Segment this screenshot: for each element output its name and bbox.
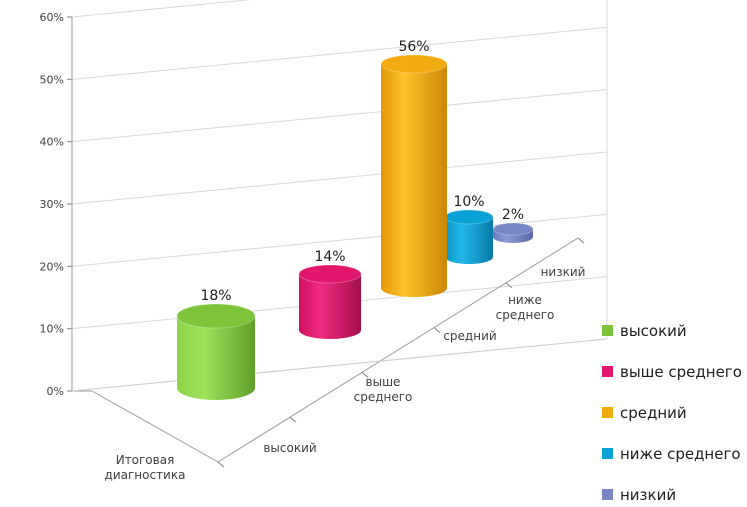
bar (380, 54, 448, 297)
y-tick-label: 50% (40, 73, 64, 86)
legend-label: выше среднего (620, 363, 742, 381)
category-label: ниже среднего (496, 293, 555, 322)
category-label-line: средний (443, 329, 496, 343)
bar (298, 264, 362, 339)
y-tick-label: 10% (40, 323, 64, 336)
bar (492, 222, 534, 243)
y-tick-label: 0% (47, 385, 64, 398)
legend-label: низкий (620, 486, 676, 504)
depth-tick-mark (433, 327, 441, 333)
group-label-line: Итоговая (116, 453, 175, 467)
category-label: средний (443, 329, 496, 343)
legend-item: ниже среднего (602, 445, 741, 463)
bar-top (444, 209, 494, 225)
data-label: 14% (314, 249, 345, 265)
legend-swatch (602, 407, 613, 418)
y-tick-label: 20% (40, 260, 64, 273)
depth-tick-mark (289, 416, 297, 423)
legend-swatch (602, 489, 613, 500)
bar (176, 303, 256, 400)
gridline (71, 89, 608, 143)
bar-body (299, 274, 361, 339)
bar (444, 209, 494, 264)
floor-front-edge (91, 390, 219, 463)
legend-label: ниже среднего (620, 445, 741, 463)
group-label: Итоговая диагностика (105, 453, 186, 482)
bar-body (381, 64, 447, 297)
depth-tick-mark (217, 461, 225, 468)
category-label: выше среднего (354, 375, 413, 404)
category-label-line: высокий (263, 441, 316, 455)
floor-right-edge (217, 237, 579, 463)
legend-item: выше среднего (602, 363, 742, 381)
depth-tick-mark (577, 237, 585, 244)
category-label-line: низкий (541, 265, 586, 279)
legend-swatch (602, 366, 613, 377)
gridline (71, 151, 608, 205)
y-tick-label: 40% (40, 136, 64, 149)
y-tick-label: 60% (40, 11, 64, 24)
bar-top (298, 264, 362, 284)
data-label: 56% (398, 39, 429, 55)
floor-back-edge (71, 338, 608, 392)
category-label-line: выше (366, 375, 401, 389)
category-label: высокий (263, 441, 316, 455)
depth-tick-mark (505, 282, 513, 289)
category-label-line: ниже (508, 293, 542, 307)
depth-tick-mark (361, 372, 369, 378)
y-tick-label: 30% (40, 198, 64, 211)
bar-body (177, 316, 255, 400)
legend-swatch (602, 325, 613, 336)
bar-top (492, 222, 534, 236)
legend-item: высокий (602, 322, 687, 340)
gridline (71, 213, 608, 267)
data-label: 2% (502, 207, 524, 223)
category-label-line: среднего (496, 308, 555, 322)
legend-item: низкий (602, 486, 676, 504)
group-label-line: диагностика (105, 468, 186, 482)
category-label-line: среднего (354, 390, 413, 404)
legend-label: высокий (620, 322, 687, 340)
bar-top (176, 303, 256, 329)
data-label: 18% (200, 288, 231, 304)
legend-label: средний (620, 404, 687, 422)
bar-top (380, 54, 448, 74)
data-label: 10% (453, 194, 484, 210)
legend-item: средний (602, 404, 687, 422)
bar-body (445, 217, 493, 264)
category-label: низкий (541, 265, 586, 279)
legend-swatch (602, 448, 613, 459)
gridline (71, 0, 253, 18)
gridline (71, 26, 608, 80)
